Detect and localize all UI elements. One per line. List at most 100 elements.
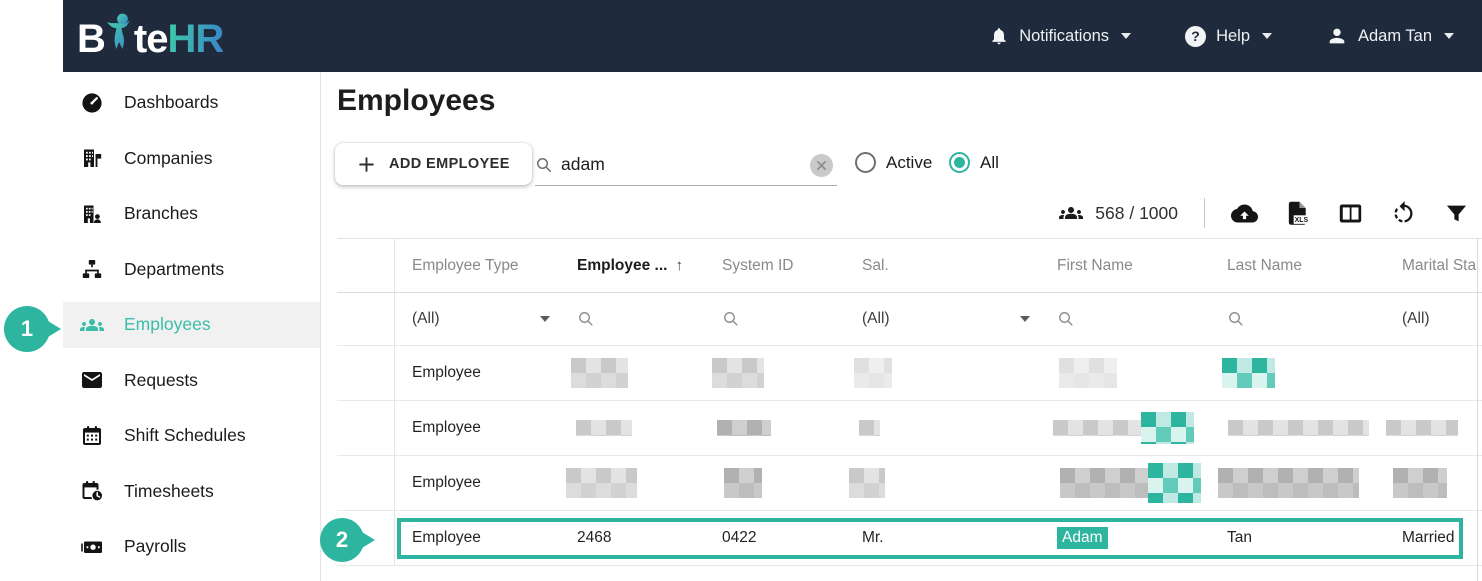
column-chooser-icon[interactable] [1337,200,1364,227]
add-employee-button[interactable]: ADD EMPLOYEE [335,143,532,185]
search-match-highlight: Adam [1057,527,1108,549]
refresh-icon[interactable] [1390,200,1417,227]
help-menu[interactable]: ? Help [1185,25,1272,47]
sidebar-item-shift-schedules[interactable]: Shift Schedules [63,408,320,464]
filter-system-id-search[interactable] [705,293,845,345]
header-cell-empty [337,239,395,292]
record-counter: 568 / 1000 [1057,201,1178,225]
logo-text-b: B [77,17,106,61]
redacted-cell-blur [576,420,632,436]
chevron-down-icon [540,316,550,322]
search-icon [1059,311,1073,326]
chevron-down-icon [1121,33,1132,39]
help-label: Help [1216,26,1250,45]
table-row[interactable]: Employee [337,346,1482,401]
notifications-menu[interactable]: Notifications [989,25,1132,47]
employees-grid: Employee Type Employee ... ↑ System ID S… [337,238,1482,566]
logo-person-icon [106,13,130,49]
employee-type-cell: Employee [412,529,481,546]
header-last-name[interactable]: Last Name [1227,256,1302,274]
grid-right-scroll-track[interactable] [1477,238,1478,581]
filter-employee-id-search[interactable] [560,293,705,345]
filter-first-name-search[interactable] [1040,293,1210,345]
company-building-icon [84,149,102,168]
filter-icon[interactable] [1443,200,1470,227]
radio-all[interactable]: All [949,152,999,173]
redacted-cell-blur [1053,420,1141,436]
search-icon [537,158,551,172]
employee-type-cell: Employee [412,364,481,381]
user-icon [1329,28,1345,44]
sidebar-item-label: Dashboards [124,92,219,113]
redacted-cell-blur [1393,468,1447,498]
calendar-clock-icon [82,481,104,502]
sidebar-item-companies[interactable]: Companies [63,131,320,187]
sidebar-item-requests[interactable]: Requests [63,353,320,409]
user-menu[interactable]: Adam Tan [1326,25,1454,47]
chevron-down-icon [1262,33,1272,39]
dashboard-gauge-icon [82,93,102,113]
annotation-step-2-pin: 2 [320,518,364,562]
filter-marital-status-dropdown[interactable]: (All) [1402,310,1430,327]
employee-type-cell: Employee [412,474,481,491]
system-id-cell: 0422 [722,529,757,546]
export-xls-icon[interactable]: XLS [1284,200,1311,227]
chevron-down-icon [1020,316,1030,322]
radio-active[interactable]: Active [855,152,932,173]
redacted-cell-blur [566,468,637,498]
header-employee-id[interactable]: Employee ... ↑ [577,256,683,275]
redacted-cell-blur [854,358,892,388]
redacted-cell-blur [1059,358,1117,388]
plus-icon [359,156,374,172]
radio-active-label: Active [886,152,933,172]
table-row[interactable]: Employee [337,401,1482,456]
xls-icon-label: XLS [1295,217,1309,224]
help-icon: ? [1185,25,1207,47]
chevron-down-icon [1444,33,1454,39]
search-icon [1229,311,1243,326]
filter-sal-dropdown[interactable]: (All) [845,293,1040,345]
sidebar-item-label: Timesheets [124,480,214,501]
clear-search-button[interactable] [810,154,833,177]
annotation-step-1-pin: 1 [4,306,50,352]
search-input[interactable] [561,154,837,177]
banknote-icon [81,541,102,553]
redacted-cell-blur [1060,468,1148,498]
first-name-cell: Adam [1040,511,1210,565]
search-icon [724,311,738,326]
branch-building-person-icon [84,205,101,223]
toolbar-divider [1204,198,1205,228]
marital-status-cell: Married [1402,529,1455,546]
org-tree-icon [82,260,102,279]
filter-employee-type-dropdown[interactable]: (All) [395,293,560,345]
sidebar-item-departments[interactable]: Departments [63,242,320,298]
radio-all-label: All [980,152,999,172]
sidebar-item-employees[interactable]: Employees [63,297,320,353]
record-count-label: 568 / 1000 [1095,202,1178,223]
sidebar-item-dashboards[interactable]: Dashboards [63,75,320,131]
employee-id-cell: 2468 [577,529,612,546]
sidebar-item-timesheets[interactable]: Timesheets [63,464,320,520]
header-system-id[interactable]: System ID [722,256,794,274]
header-marital-status[interactable]: Marital Sta [1402,256,1477,274]
logo-text-hr: HR [167,17,224,61]
employee-search-field [535,146,837,186]
user-name-label: Adam Tan [1358,26,1432,45]
filter-last-name-search[interactable] [1210,293,1385,345]
sidebar-item-payrolls[interactable]: Payrolls [63,519,320,575]
table-row[interactable]: Employee [337,456,1482,511]
sidebar-item-label: Requests [124,369,198,390]
sidebar-item-label: Companies [124,147,213,168]
header-employee-type[interactable]: Employee Type [412,256,519,274]
redacted-match-blur [1141,412,1194,444]
sidebar-item-branches[interactable]: Branches [63,186,320,242]
sidebar-nav: Dashboards Companies [63,72,321,581]
sidebar-item-label: Employees [124,314,211,335]
header-sal[interactable]: Sal. [862,256,889,274]
sidebar-item-label: Branches [124,203,198,224]
highlighted-table-row[interactable]: Employee 2468 0422 Mr. Adam Tan Married [337,511,1482,566]
cloud-upload-icon[interactable] [1231,200,1258,227]
top-navbar: B te HR Notifications ? Help [63,0,1482,72]
redacted-cell-blur [717,420,771,436]
header-first-name[interactable]: First Name [1057,256,1133,274]
